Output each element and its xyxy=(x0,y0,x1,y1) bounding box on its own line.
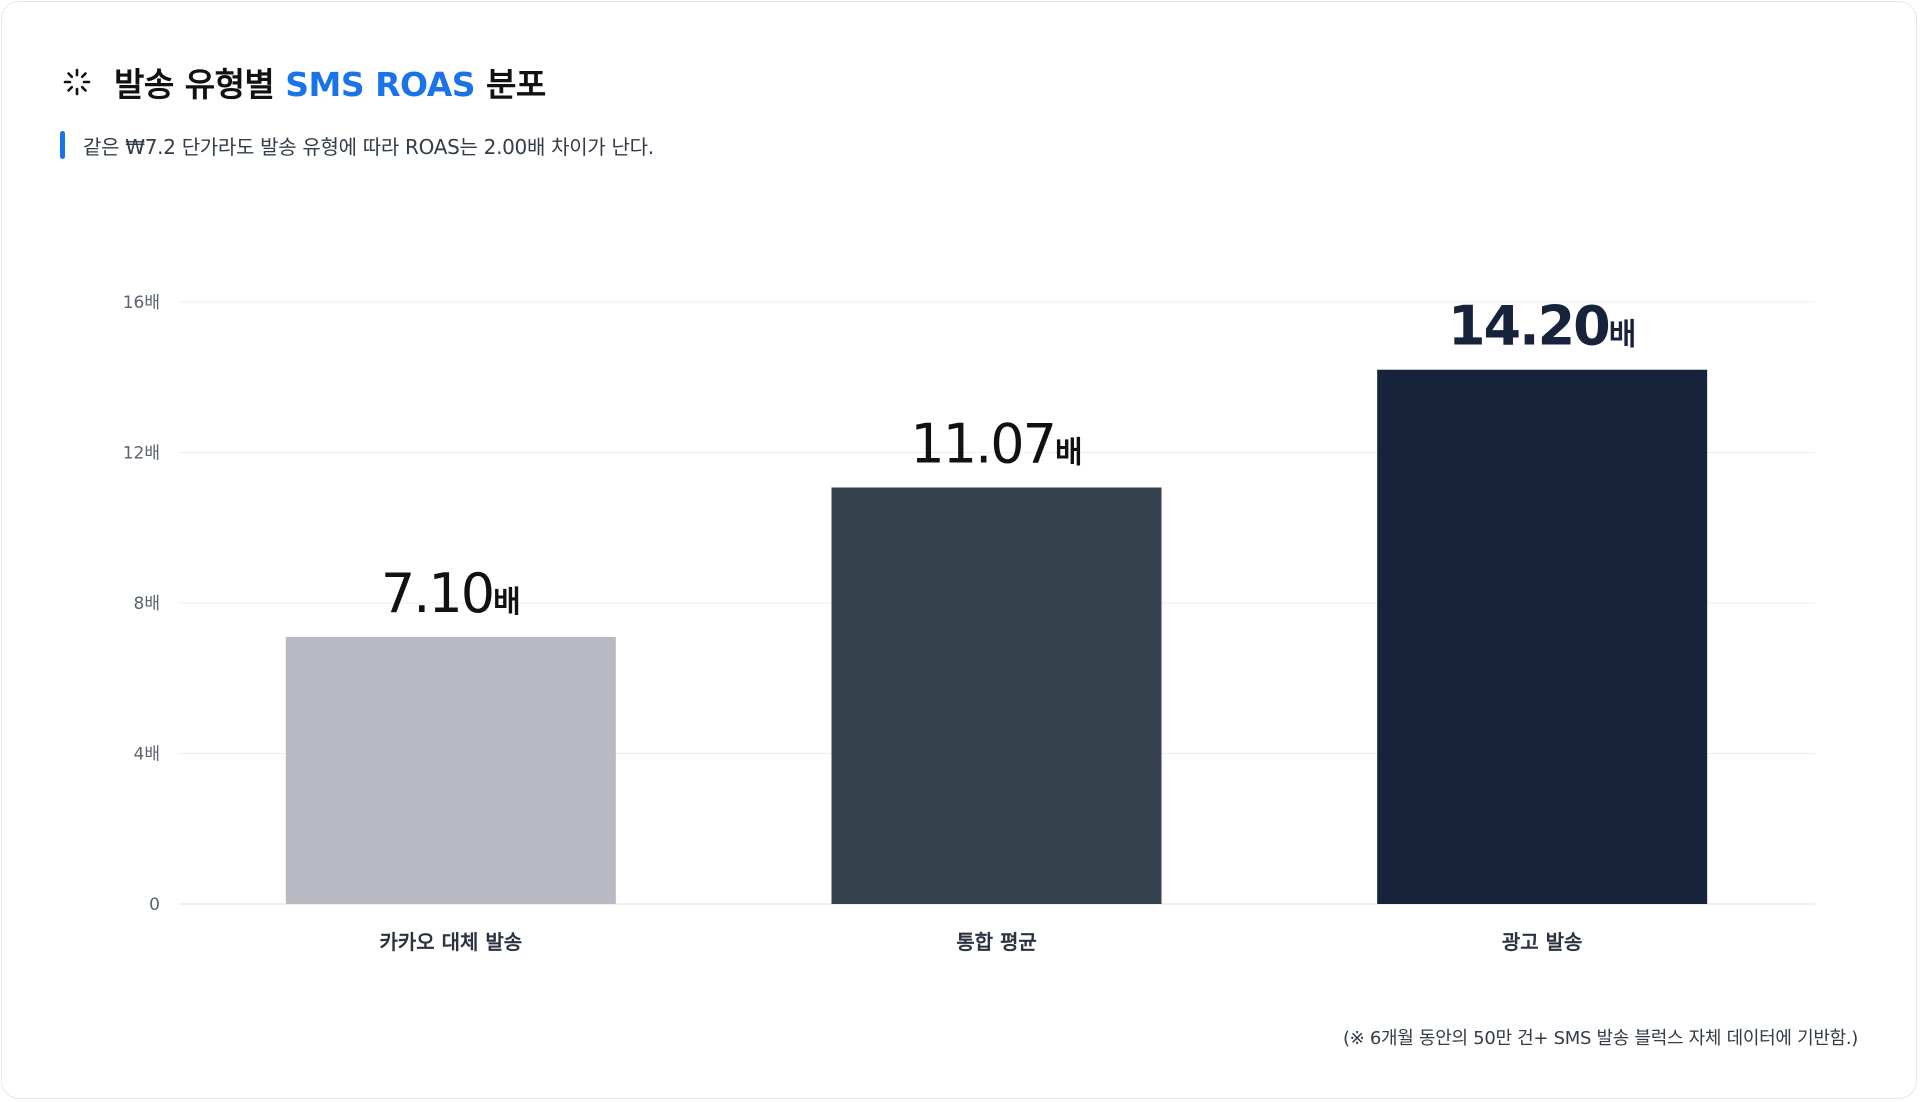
x-tick-label: 카카오 대체 발송 xyxy=(379,930,522,954)
bar xyxy=(1377,369,1708,905)
y-tick-label: 16배 xyxy=(123,293,160,313)
data-label: 7.10배 xyxy=(381,562,521,625)
title-suffix: 분포 xyxy=(475,65,546,104)
bar xyxy=(285,636,616,904)
x-tick-label: 광고 발송 xyxy=(1502,930,1583,954)
subtitle-row: 같은 ₩7.2 단가라도 발송 유형에 따라 ROAS는 2.00배 차이가 난… xyxy=(60,130,654,160)
title-accent: SMS ROAS xyxy=(285,65,476,104)
footnote: (※ 6개월 동안의 50만 건+ SMS 발송 블럭스 자체 데이터에 기반함… xyxy=(1342,1028,1858,1049)
y-tick-label: 4배 xyxy=(134,745,160,765)
bar xyxy=(831,487,1162,904)
title-prefix: 발송 유형별 xyxy=(114,65,286,104)
y-tick-label: 0 xyxy=(149,895,160,915)
data-label: 14.20배 xyxy=(1448,295,1636,358)
loading-spinner-icon xyxy=(63,68,91,96)
page-title: 발송 유형별 SMS ROAS 분포 xyxy=(114,58,546,106)
data-label: 11.07배 xyxy=(910,412,1082,475)
x-tick-label: 통합 평균 xyxy=(956,930,1037,954)
title-row: 발송 유형별 SMS ROAS 분포 xyxy=(62,57,546,107)
subtitle-accent-bar xyxy=(60,131,65,159)
y-tick-label: 8배 xyxy=(134,594,160,614)
subtitle: 같은 ₩7.2 단가라도 발송 유형에 따라 ROAS는 2.00배 차이가 난… xyxy=(83,134,654,159)
y-tick-label: 12배 xyxy=(123,444,160,464)
